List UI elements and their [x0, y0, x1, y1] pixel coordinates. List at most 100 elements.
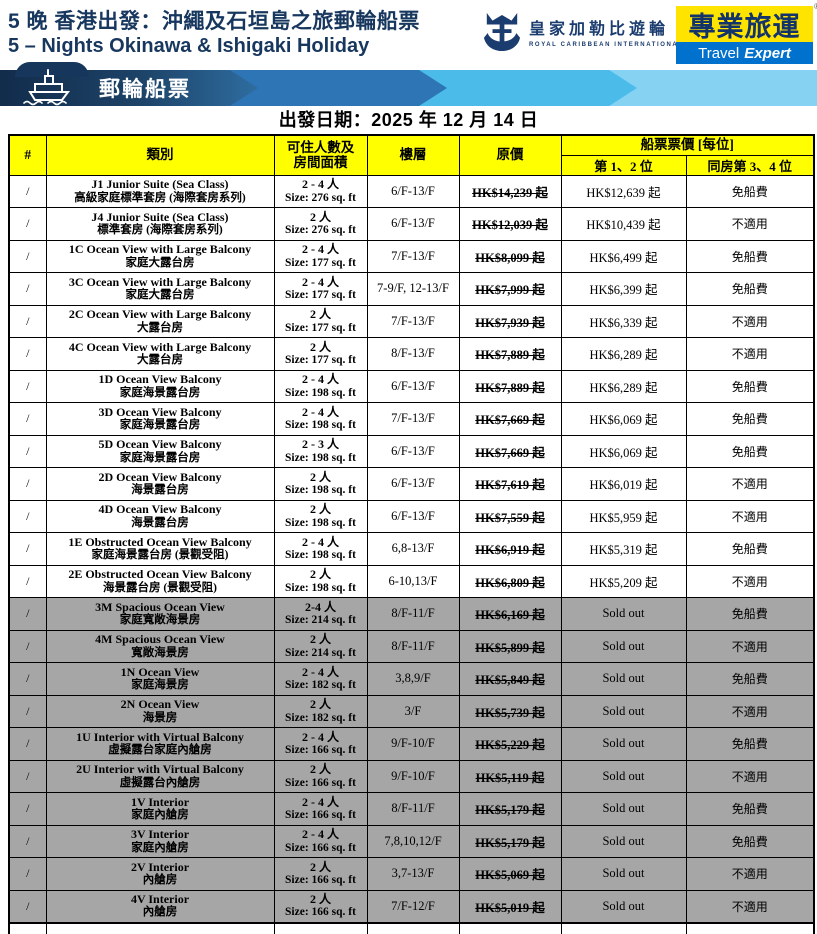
fare-row: /1U Interior with Virtual Balcony 虛擬露台家庭內… — [8, 727, 815, 761]
fare-row: /3D Ocean View Balcony 家庭海景露台房 2 - 4 人 Size… — [8, 402, 815, 436]
cell-floor: 6/F-13/F — [366, 369, 460, 403]
cell-original-price: HK$7,559 起 — [458, 499, 562, 533]
cell-occupancy: 2 人 Size: 198 sq. ft — [273, 467, 368, 501]
cell-occupancy: 2 - 3 人 Size: 198 sq. ft — [273, 434, 368, 468]
cell-fare-3-4: 不適用 — [685, 499, 815, 533]
cell-fare-1-2: Sold out — [560, 824, 687, 858]
col-header-num: # — [8, 134, 47, 176]
cell-num: / — [8, 889, 47, 923]
banner-chevron-4 — [603, 70, 817, 106]
cell-category: 3V Interior 家庭內艙房 — [45, 824, 275, 858]
col-header-fare-1-2: 第 1、2 位 — [560, 154, 687, 176]
cell-category: 2N Ocean View 海景房 — [45, 694, 275, 728]
cell-fare-1-2: HK$6,289 起 — [560, 369, 687, 403]
col-header-floor: 樓層 — [366, 134, 460, 176]
cell-floor: 3,8,9/F — [366, 662, 460, 696]
partial-row — [8, 921, 815, 934]
cell-fare-1-2: Sold out — [560, 597, 687, 631]
cell-occupancy: 2 - 4 人 Size: 166 sq. ft — [273, 824, 368, 858]
cell-fare-3-4: 不適用 — [685, 759, 815, 793]
fare-row: /1D Ocean View Balcony 家庭海景露台房 2 - 4 人 Size… — [8, 369, 815, 403]
cell-fare-3-4: 不適用 — [685, 889, 815, 923]
page-title-en: 5 – Nights Okinawa & Ishigaki Holiday — [8, 35, 370, 57]
crown-anchor-icon — [483, 13, 521, 52]
cell-original-price: HK$6,169 起 — [458, 597, 562, 631]
cell-floor: 3/F — [366, 694, 460, 728]
cell-num: / — [8, 629, 47, 663]
fare-row: /4D Ocean View Balcony 海景露台房 2 人 Size: 198 … — [8, 499, 815, 533]
cell-original-price: HK$6,809 起 — [458, 564, 562, 598]
cell-occupancy: 2 人 Size: 166 sq. ft — [273, 857, 368, 891]
cell-floor: 9/F-10/F — [366, 727, 460, 761]
col-header-category: 類別 — [45, 134, 275, 176]
fare-row: / J1 Junior Suite (Sea Class) 高級家庭標準套房 (海際… — [8, 174, 815, 208]
cell-original-price: HK$7,669 起 — [458, 434, 562, 468]
cell-original-price: HK$14,239 起 — [458, 174, 562, 208]
cell-floor: 6/F-13/F — [366, 207, 460, 241]
cell-floor: 3,7-13/F — [366, 857, 460, 891]
registered-mark: ® — [814, 2, 817, 11]
rci-name-zh: 皇家加勒比遊輪 — [529, 21, 670, 38]
cell-category: 4M Spacious Ocean View 寬敞海景房 — [45, 629, 275, 663]
cell-occupancy: 2 - 4 人 Size: 166 sq. ft — [273, 792, 368, 826]
travel-expert-name-zh: 專業旅運 — [688, 11, 801, 42]
cell-category: 1D Ocean View Balcony 家庭海景露台房 — [45, 369, 275, 403]
fare-table: # 類別 可住人數及 房間面積 樓層 原價 船票票價 [每位] 第 1、2 位 … — [8, 134, 815, 934]
cell-occupancy: 2 人 Size: 182 sq. ft — [273, 694, 368, 728]
cell-floor: 6/F-13/F — [366, 499, 460, 533]
cell-fare-1-2: HK$10,439 起 — [560, 207, 687, 241]
cell-fare-3-4: 免船費 — [685, 597, 815, 631]
cell-fare-3-4: 免船費 — [685, 272, 815, 306]
fare-row: /5D Ocean View Balcony 家庭海景露台房 2 - 3 人 Size… — [8, 434, 815, 468]
cell-num: / — [8, 467, 47, 501]
cell-category: 4V Interior 內艙房 — [45, 889, 275, 923]
section-banner: 郵輪船票 — [0, 62, 817, 108]
cell-occupancy: 2-4 人 Size: 214 sq. ft — [273, 597, 368, 631]
cell-original-price: HK$8,099 起 — [458, 239, 562, 273]
cell-category: 2E Obstructed Ocean View Balcony 海景露台房 (景… — [45, 564, 275, 598]
cell-num: / — [8, 694, 47, 728]
cell-fare-3-4: 不適用 — [685, 467, 815, 501]
fare-row: /2C Ocean View with Large Balcony 大露台房 2 人… — [8, 304, 815, 338]
cell-original-price: HK$5,739 起 — [458, 694, 562, 728]
banner-dome — [15, 62, 89, 77]
cell-occupancy: 2 人 Size: 177 sq. ft — [273, 304, 368, 338]
cell-original-price: HK$7,939 起 — [458, 304, 562, 338]
cell-occupancy: 2 人 Size: 166 sq. ft — [273, 759, 368, 793]
cell-floor: 6-10,13/F — [366, 564, 460, 598]
cell-original-price: HK$7,669 起 — [458, 402, 562, 436]
cell-fare-1-2: HK$5,209 起 — [560, 564, 687, 598]
cell-num: / — [8, 532, 47, 566]
cell-fare-3-4: 不適用 — [685, 564, 815, 598]
cell-occupancy: 2 - 4 人 Size: 198 sq. ft — [273, 369, 368, 403]
cell-fare-3-4: 免船費 — [685, 174, 815, 208]
cell-fare-3-4: 不適用 — [685, 207, 815, 241]
cell-occupancy: 2 人 Size: 214 sq. ft — [273, 629, 368, 663]
cell-fare-3-4: 不適用 — [685, 694, 815, 728]
cell-fare-3-4: 免船費 — [685, 532, 815, 566]
cell-fare-3-4: 免船費 — [685, 239, 815, 273]
cell-category: 1C Ocean View with Large Balcony 家庭大露台房 — [45, 239, 275, 273]
partial-cell — [685, 921, 815, 934]
cell-original-price: HK$5,899 起 — [458, 629, 562, 663]
fare-row: /3M Spacious Ocean View 家庭寬敞海景房 2-4 人 Size:… — [8, 597, 815, 631]
cell-occupancy: 2 人 Size: 177 sq. ft — [273, 337, 368, 371]
cell-fare-1-2: Sold out — [560, 694, 687, 728]
cell-category: 1V Interior 家庭內艙房 — [45, 792, 275, 826]
fare-row: /3C Ocean View with Large Balcony 家庭大露台房 2… — [8, 272, 815, 306]
cell-occupancy: 2 - 4 人 Size: 182 sq. ft — [273, 662, 368, 696]
page-title-zh: 5 晚 香港出發：沖繩及石垣島之旅郵輪船票 — [8, 10, 420, 33]
cell-original-price: HK$5,179 起 — [458, 824, 562, 858]
cell-floor: 9/F-10/F — [366, 759, 460, 793]
cell-num: / — [8, 597, 47, 631]
cell-occupancy: 2 - 4 人 Size: 177 sq. ft — [273, 272, 368, 306]
cell-original-price: HK$7,619 起 — [458, 467, 562, 501]
travel-expert-word2: Expert — [744, 44, 791, 62]
cell-num: / — [8, 207, 47, 241]
cell-num: / — [8, 857, 47, 891]
cell-floor: 6/F-13/F — [366, 434, 460, 468]
cell-floor: 7/F-13/F — [366, 239, 460, 273]
fare-row: / J4 Junior Suite (Sea Class) 標準套房 (海際套房系列… — [8, 207, 815, 241]
cell-floor: 8/F-11/F — [366, 597, 460, 631]
fare-row: /2U Interior with Virtual Balcony 虛擬露台內艙房… — [8, 759, 815, 793]
